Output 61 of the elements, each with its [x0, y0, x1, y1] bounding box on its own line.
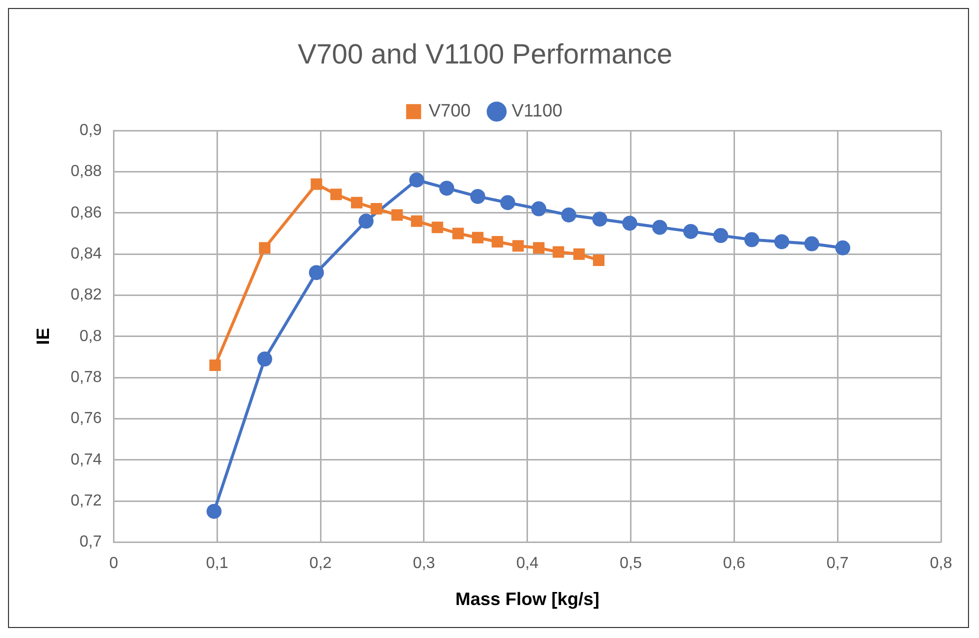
y-tick-label: 0,76: [70, 410, 102, 428]
point: [500, 195, 516, 210]
point: [804, 236, 820, 252]
y-tick-label: 0,86: [70, 204, 102, 222]
x-tick-label: 0,4: [516, 555, 539, 572]
point: [652, 220, 668, 235]
y-tick-label: 0,7: [79, 534, 102, 551]
point: [835, 240, 850, 256]
point: [351, 196, 362, 208]
y-tick-label: 0,84: [70, 245, 102, 262]
legend-label: V1100: [512, 100, 562, 121]
point: [512, 240, 524, 252]
point: [472, 232, 484, 244]
y-tick-label: 0,8: [79, 328, 102, 345]
point: [592, 254, 604, 266]
point: [452, 228, 464, 240]
y-tick-label: 0,72: [70, 492, 102, 510]
x-tick-label: 0,6: [723, 555, 746, 572]
y-axis-title: IE: [32, 328, 53, 345]
x-tick-label: 0,7: [826, 555, 849, 572]
point: [370, 203, 382, 215]
point: [531, 201, 546, 216]
point: [774, 234, 790, 250]
y-tick-label: 0,9: [79, 122, 102, 140]
point: [622, 216, 638, 231]
point: [713, 228, 728, 244]
point: [391, 209, 403, 221]
point: [308, 265, 324, 280]
chart-title: V700 and V1100 Performance: [298, 38, 672, 70]
x-tick-label: 0: [109, 555, 118, 572]
y-tick-label: 0,82: [70, 286, 102, 304]
point: [492, 236, 504, 248]
x-tick-label: 0,8: [930, 555, 952, 572]
point: [330, 188, 342, 200]
point: [410, 215, 422, 227]
x-tick-label: 0,1: [206, 555, 228, 572]
point: [533, 242, 544, 254]
x-tick-label: 0,3: [412, 555, 436, 572]
point: [573, 248, 585, 260]
point: [358, 214, 374, 229]
point: [257, 352, 272, 367]
y-tick-label: 0,78: [70, 368, 102, 386]
point: [206, 504, 222, 519]
legend-label: V700: [428, 100, 471, 121]
point: [683, 224, 698, 239]
point: [439, 180, 454, 196]
point: [561, 207, 576, 222]
x-tick-label: 0,5: [620, 555, 642, 572]
point: [310, 178, 322, 190]
x-axis-title: Mass Flow [kg/s]: [455, 589, 600, 610]
y-tick-label: 0,74: [70, 451, 102, 468]
point: [592, 212, 608, 227]
y-tick-label: 0,88: [70, 163, 102, 180]
point: [209, 359, 221, 371]
point: [744, 232, 760, 248]
point: [432, 222, 444, 234]
point: [258, 242, 270, 254]
point: [552, 246, 564, 258]
x-tick-label: 0,2: [309, 555, 332, 572]
point: [470, 188, 486, 204]
point: [409, 172, 424, 188]
